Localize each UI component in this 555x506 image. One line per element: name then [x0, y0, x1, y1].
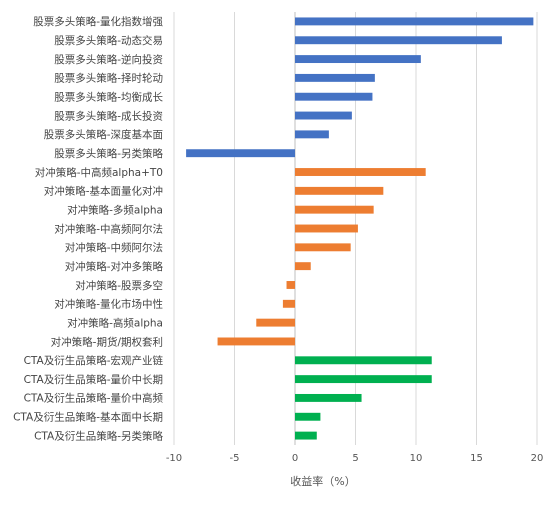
bar: [295, 168, 426, 176]
bar: [295, 17, 534, 26]
bar: [295, 243, 351, 252]
category-label: CTA及衍生品策略-基本面中长期: [13, 411, 163, 424]
category-label: 对冲策略-基本面量化对冲: [44, 185, 163, 198]
category-label: 对冲策略-中高频alpha+T0: [35, 166, 163, 179]
category-label: 股票多头策略-择时轮动: [54, 72, 163, 85]
bar: [286, 281, 295, 289]
category-label: 股票多头策略-均衡成长: [54, 91, 163, 104]
x-tick-label: 0: [292, 453, 298, 464]
x-tick-label: 20: [531, 453, 544, 464]
category-label: 对冲策略-量化市场中性: [54, 298, 163, 311]
bar: [295, 55, 421, 64]
category-label: CTA及衍生品策略-量价中长期: [24, 373, 163, 386]
x-tick-label: 5: [352, 453, 358, 464]
x-tick-label: -5: [230, 453, 240, 464]
bar: [295, 412, 321, 421]
bar: [256, 318, 295, 327]
category-label: 股票多头策略-动态交易: [54, 34, 163, 47]
bar: [295, 36, 502, 45]
x-tick-label: -10: [166, 453, 182, 464]
x-tick-labels: -10 -5 0 5 10 15 20: [166, 453, 544, 464]
category-label: 股票多头策略-成长投资: [54, 109, 163, 122]
bar: [295, 92, 373, 101]
category-label: 对冲策略-中高频阿尔法: [54, 222, 163, 235]
category-label: 股票多头策略-逆向投资: [54, 53, 163, 66]
x-tick-label: 15: [470, 453, 483, 464]
bar: [295, 393, 362, 402]
bar: [282, 299, 295, 308]
category-label: 股票多头策略-深度基本面: [44, 128, 163, 141]
bar: [295, 224, 358, 233]
bar: [295, 375, 432, 384]
category-label: CTA及衍生品策略-宏观产业链: [24, 354, 164, 367]
category-labels: 股票多头策略-量化指数增强股票多头策略-动态交易股票多头策略-逆向投资股票多头策…: [13, 15, 163, 442]
category-label: 股票多头策略-另类策略: [54, 147, 163, 160]
category-label: 对冲策略-多频alpha: [67, 203, 163, 216]
bar: [295, 130, 329, 139]
bars-group: [186, 17, 534, 440]
category-label: 对冲策略-股票多空: [75, 279, 163, 292]
category-label: 对冲策略-对冲多策略: [65, 260, 164, 273]
bar: [186, 149, 295, 158]
category-label: 对冲策略-高频alpha: [67, 316, 163, 329]
x-tick-label: 10: [410, 453, 423, 464]
bar: [295, 431, 317, 440]
x-axis-title: 收益率（%）: [290, 474, 355, 488]
bar: [295, 205, 374, 214]
bar: [295, 262, 311, 271]
category-label: 股票多头策略-量化指数增强: [33, 15, 163, 28]
category-label: 对冲策略-中频阿尔法: [65, 241, 163, 254]
bar: [295, 73, 375, 82]
category-label: 对冲策略-期货/期权套利: [51, 335, 163, 348]
bar: [295, 111, 352, 120]
bar: [217, 337, 295, 346]
bar: [295, 356, 432, 365]
category-label: CTA及衍生品策略-另类策略: [34, 429, 163, 442]
bar: [295, 186, 384, 195]
category-label: CTA及衍生品策略-量价中高频: [24, 392, 164, 405]
